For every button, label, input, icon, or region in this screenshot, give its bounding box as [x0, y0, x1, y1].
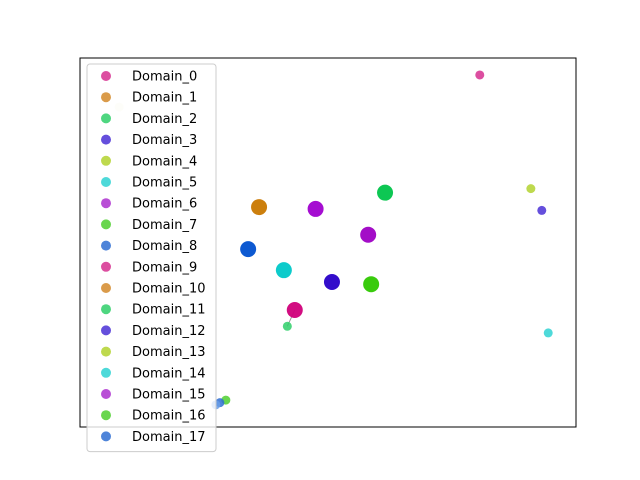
legend-label-17: Domain_17: [132, 430, 206, 445]
legend-label-4: Domain_4: [132, 154, 197, 169]
legend-marker-5: [101, 177, 111, 187]
legend-label-15: Domain_15: [132, 388, 206, 403]
legend-marker-9: [101, 261, 111, 272]
scatter-point-14: [275, 262, 292, 279]
legend-marker-6: [101, 198, 111, 209]
legend-marker-0: [101, 71, 111, 81]
legend-label-5: Domain_5: [132, 176, 197, 191]
scatter-point-5: [282, 321, 292, 331]
legend-marker-17: [101, 431, 111, 442]
legend: Domain_0 Domain_1 Domain_2 Domain_3 Domain_4…: [86, 63, 217, 453]
legend-marker-10: [101, 283, 111, 293]
scatter-point-13: [240, 241, 257, 258]
legend-marker-14: [101, 367, 111, 378]
scatter-point-12: [360, 226, 377, 243]
scatter-point-9: [251, 199, 268, 216]
scatter-point-11: [307, 200, 324, 217]
scatter-point-16: [363, 276, 380, 293]
legend-marker-12: [101, 325, 111, 336]
legend-label-11: Domain_11: [132, 303, 206, 318]
scatter-point-10: [377, 184, 394, 201]
scatter-point-0: [475, 70, 485, 80]
legend-label-8: Domain_8: [132, 239, 197, 254]
scatter-point-15: [323, 273, 340, 290]
legend-marker-2: [101, 113, 111, 124]
legend-frame: [86, 63, 217, 453]
legend-marker-8: [101, 240, 111, 251]
legend-marker-11: [101, 304, 111, 315]
scatter-point-3: [543, 328, 553, 338]
legend-marker-4: [101, 155, 111, 166]
scatter-point-1: [526, 184, 536, 194]
legend-label-9: Domain_9: [132, 260, 197, 275]
legend-marker-15: [101, 389, 111, 399]
legend-marker-1: [101, 92, 111, 103]
legend-label-14: Domain_14: [132, 366, 206, 381]
legend-label-7: Domain_7: [132, 218, 197, 233]
legend-label-6: Domain_6: [132, 197, 197, 212]
legend-label-1: Domain_1: [132, 91, 197, 106]
legend-marker-7: [101, 219, 111, 230]
legend-label-13: Domain_13: [132, 345, 206, 360]
legend-marker-13: [101, 346, 111, 357]
scatter-point-17: [286, 302, 303, 319]
legend-label-3: Domain_3: [132, 133, 197, 148]
legend-label-12: Domain_12: [132, 324, 206, 339]
legend-label-16: Domain_16: [132, 409, 206, 424]
legend-label-10: Domain_10: [132, 282, 206, 297]
legend-marker-16: [101, 410, 111, 421]
legend-marker-3: [101, 134, 111, 145]
scatter-point-2: [537, 205, 547, 215]
legend-label-0: Domain_0: [132, 70, 197, 85]
legend-label-2: Domain_2: [132, 112, 197, 127]
